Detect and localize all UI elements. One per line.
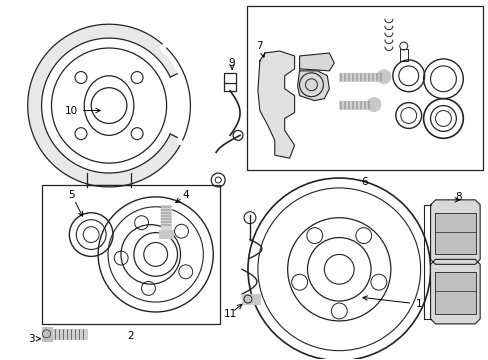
Polygon shape — [299, 53, 334, 71]
Polygon shape — [434, 213, 475, 255]
Text: 5: 5 — [68, 190, 75, 200]
Text: 6: 6 — [361, 177, 367, 187]
Text: 8: 8 — [454, 192, 461, 202]
Polygon shape — [297, 71, 328, 100]
Text: 10: 10 — [64, 105, 100, 116]
Text: 7: 7 — [256, 41, 263, 51]
Text: 9: 9 — [228, 58, 235, 68]
Bar — [339, 100, 373, 109]
Bar — [242, 294, 259, 304]
Bar — [399, 49, 407, 61]
Circle shape — [366, 98, 380, 112]
Bar — [49, 329, 87, 339]
Bar — [161, 205, 170, 230]
Text: 4: 4 — [182, 190, 188, 200]
Text: 3: 3 — [28, 334, 35, 344]
Bar — [224, 73, 236, 91]
Bar — [339, 73, 383, 81]
Polygon shape — [429, 200, 479, 264]
Bar — [158, 230, 172, 238]
Polygon shape — [28, 24, 183, 187]
Text: 11: 11 — [223, 309, 236, 319]
Polygon shape — [257, 51, 294, 158]
Circle shape — [376, 70, 390, 84]
Bar — [246, 6, 482, 170]
Text: 1: 1 — [362, 296, 421, 309]
Bar — [41, 185, 220, 324]
Bar — [41, 327, 51, 341]
Text: 2: 2 — [127, 331, 134, 341]
Polygon shape — [429, 260, 479, 324]
Polygon shape — [434, 272, 475, 314]
